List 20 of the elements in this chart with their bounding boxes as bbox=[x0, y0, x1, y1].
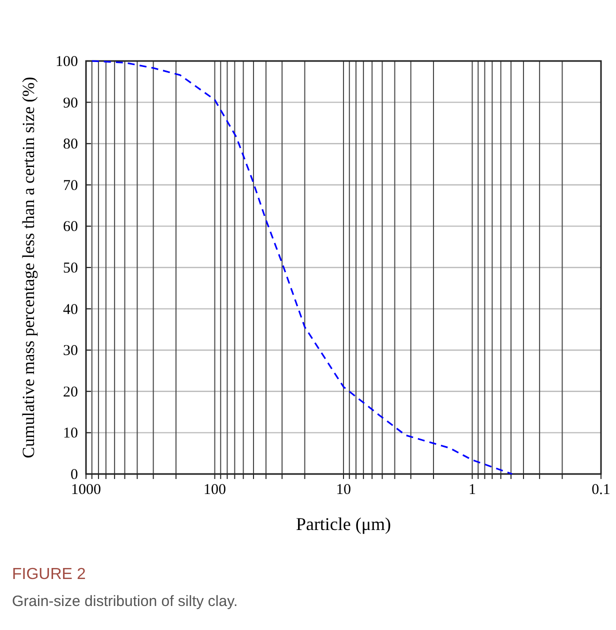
y-tick-label: 90 bbox=[63, 95, 78, 112]
y-tick-label: 0 bbox=[70, 467, 78, 483]
x-tick-label: 1000 bbox=[71, 482, 101, 498]
y-tick-label: 40 bbox=[63, 302, 78, 318]
x-tick-label: 10 bbox=[336, 482, 351, 498]
caption: FIGURE 2 bbox=[12, 566, 86, 583]
y-tick-label: 70 bbox=[63, 178, 78, 194]
x-tick-label: 1 bbox=[468, 482, 476, 498]
y-tick-label: 80 bbox=[63, 136, 78, 153]
y-tick-label: 10 bbox=[63, 426, 78, 442]
y-axis-title: Cumulative mass percentage less than a certain size (%) bbox=[19, 76, 38, 458]
x-tick-label: 100 bbox=[204, 482, 226, 498]
y-tick-label: 20 bbox=[63, 384, 78, 400]
x-tick-label: 0.1 bbox=[592, 482, 610, 498]
y-tick-label: 30 bbox=[63, 343, 78, 360]
x-axis-title: Particle (μm) bbox=[296, 514, 392, 534]
text: Grain-size distribution of silty clay. bbox=[12, 593, 238, 610]
y-tick-label: 100 bbox=[56, 54, 78, 70]
y-tick-label: 60 bbox=[63, 219, 78, 236]
y-tick-label: 50 bbox=[63, 260, 78, 276]
